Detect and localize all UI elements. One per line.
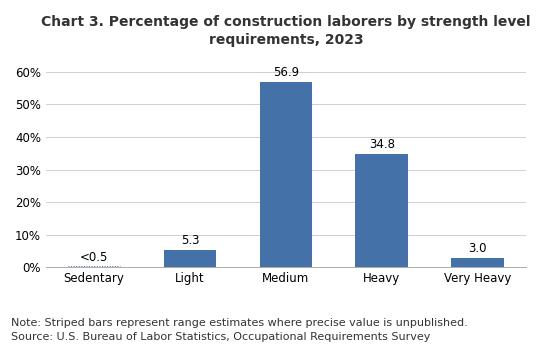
Bar: [68, 266, 121, 267]
Text: Note: Striped bars represent range estimates where precise value is unpublished.: Note: Striped bars represent range estim…: [11, 317, 467, 342]
Text: 56.9: 56.9: [273, 66, 299, 79]
Text: 34.8: 34.8: [369, 138, 395, 151]
Bar: [163, 250, 216, 267]
Title: Chart 3. Percentage of construction laborers by strength level
requirements, 202: Chart 3. Percentage of construction labo…: [41, 15, 531, 47]
Bar: [355, 154, 408, 267]
Text: 5.3: 5.3: [181, 234, 199, 247]
Text: <0.5: <0.5: [80, 251, 108, 264]
Text: 3.0: 3.0: [469, 242, 487, 255]
Bar: [260, 82, 312, 267]
Bar: [451, 257, 504, 267]
